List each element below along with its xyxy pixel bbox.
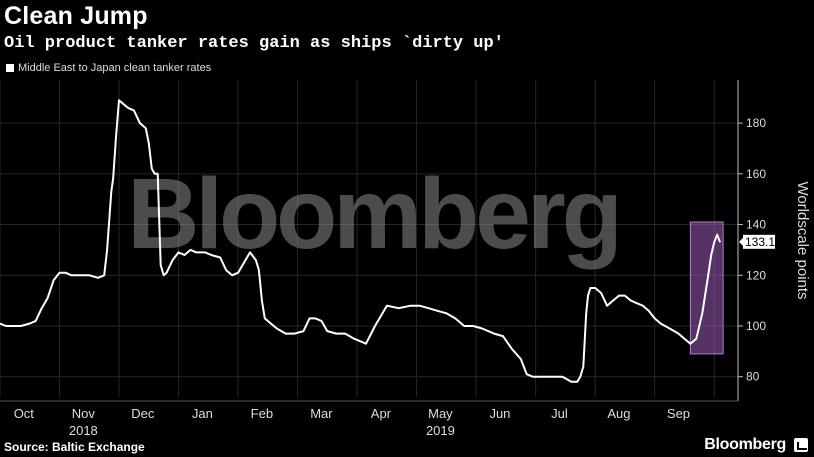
x-tick-label: Mar xyxy=(310,406,333,421)
axes xyxy=(0,80,743,402)
x-tick-labels: Oct Nov Dec Jan Feb Mar Apr May Jun Jul Aug Sep 2018… xyxy=(14,406,690,438)
x-year-label: 2018 xyxy=(69,423,98,438)
y-tick-label: 140 xyxy=(746,218,766,232)
chart-subtitle: Oil product tanker rates gain as ships `… xyxy=(4,34,504,53)
legend-swatch xyxy=(6,64,14,72)
series-line xyxy=(0,99,722,383)
last-value-box xyxy=(743,234,775,249)
source-note: Source: Baltic Exchange xyxy=(4,440,145,454)
brand-chart-icon xyxy=(794,438,808,452)
y-tick-label: 180 xyxy=(746,116,766,130)
x-tick-label: May xyxy=(428,406,453,421)
y-tick-label: 160 xyxy=(746,167,766,181)
x-tick-label: Aug xyxy=(607,406,630,421)
chart-title: Clean Jump xyxy=(4,2,148,30)
y-tick-label: 80 xyxy=(746,370,760,384)
x-year-label: 2019 xyxy=(426,423,455,438)
x-tick-label: Feb xyxy=(251,406,273,421)
legend: Middle East to Japan clean tanker rates xyxy=(6,62,211,74)
x-tick-label: Jan xyxy=(192,406,213,421)
x-tick-label: Nov xyxy=(72,406,96,421)
x-tick-label: Oct xyxy=(14,406,35,421)
last-value-text: 133.19 xyxy=(745,235,782,249)
x-tick-label: Jul xyxy=(551,406,568,421)
x-tick-label: Sep xyxy=(667,406,690,421)
x-tick-label: Apr xyxy=(371,406,392,421)
last-value-label: 133.19 xyxy=(739,234,782,249)
y-tick-labels: 80 100 120 140 160 180 xyxy=(746,116,766,384)
last-value-arrow xyxy=(739,237,743,246)
y-tick-label: 120 xyxy=(746,268,766,282)
y-axis-label: Worldscale points xyxy=(794,181,811,299)
legend-label: Middle East to Japan clean tanker rates xyxy=(18,62,212,74)
x-tick-label: Jun xyxy=(489,406,510,421)
brand-logo-text: Bloomberg xyxy=(704,436,786,453)
y-tick-label: 100 xyxy=(746,319,766,333)
watermark-text: Bloomberg xyxy=(127,158,619,270)
x-tick-label: Dec xyxy=(131,406,155,421)
